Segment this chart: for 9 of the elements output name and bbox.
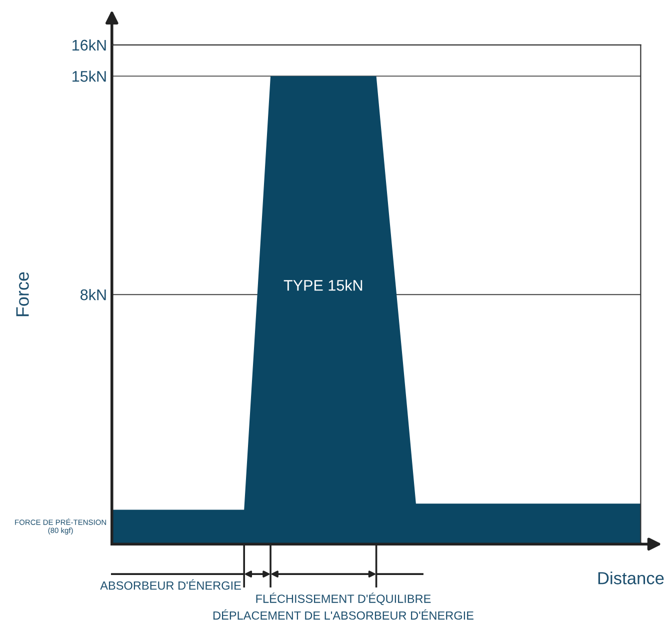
x-axis-title: Distance bbox=[598, 572, 664, 584]
y-axis-title: Force bbox=[16, 272, 29, 316]
text: FLÉCHISSEMENT D'ÉQUILIBRE bbox=[256, 592, 431, 606]
y-tick-label: 15kN bbox=[72, 70, 106, 82]
annotation: TYPE 15kN bbox=[284, 280, 362, 291]
text: DÉPLACEMENT DE L'ABSORBEUR D'ÉNERGIE bbox=[213, 609, 474, 620]
y-tick-label: 16kN bbox=[72, 39, 106, 51]
text: ABSORBEUR D'ÉNERGIE bbox=[100, 579, 241, 590]
y-tick-label: 8kN bbox=[80, 288, 106, 300]
